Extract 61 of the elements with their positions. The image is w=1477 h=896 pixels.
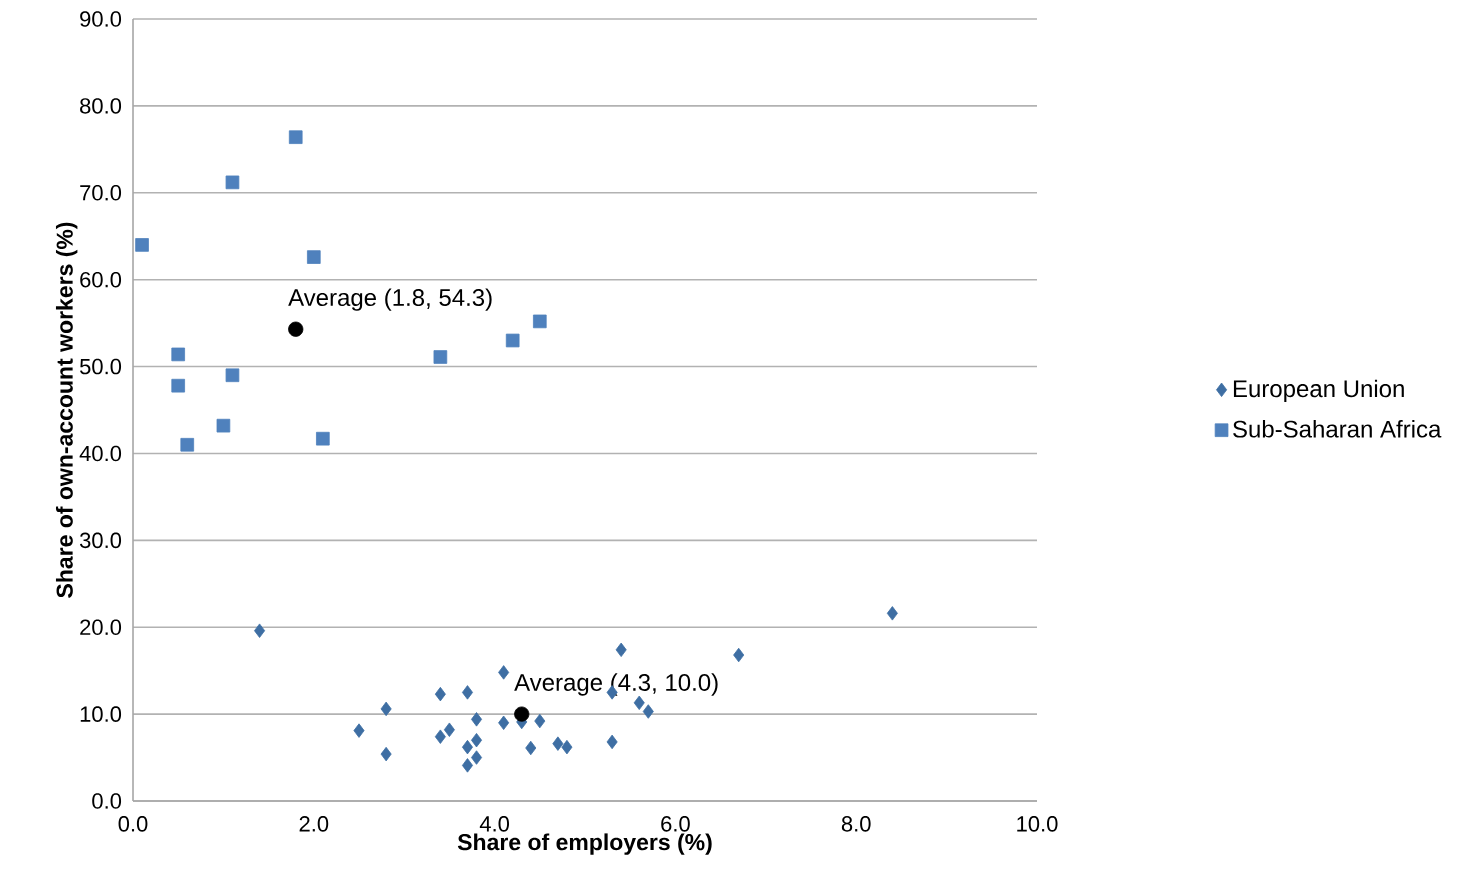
point <box>606 734 618 750</box>
point <box>171 378 186 393</box>
y-tick-label: 80.0 <box>80 98 122 114</box>
x-tick-label: 2.0 <box>299 816 329 832</box>
y-tick-label: 50.0 <box>80 358 122 375</box>
point <box>225 368 240 383</box>
y-tick-label: 10.0 <box>80 706 122 722</box>
point <box>380 701 392 717</box>
point <box>498 715 510 730</box>
y-tick-label: 40.0 <box>79 445 122 462</box>
annotation: Average (1.8, 54.3) <box>288 288 492 311</box>
x-tick-label: 4.0 <box>479 816 510 832</box>
point <box>288 130 303 144</box>
point <box>886 606 898 621</box>
point <box>316 431 330 446</box>
point <box>561 739 573 755</box>
point <box>353 723 365 738</box>
y-tick-label: 90.0 <box>80 11 122 27</box>
x-tick-label: 0.0 <box>118 816 148 832</box>
point <box>471 750 483 765</box>
x-tick-label: 6.0 <box>661 816 690 832</box>
y-tick-label: 20.0 <box>80 619 122 636</box>
point <box>461 758 473 773</box>
y-tick-label: 30.0 <box>79 532 122 549</box>
point <box>288 321 304 337</box>
x-tick-label: 10.0 <box>1017 816 1058 832</box>
point <box>171 347 186 362</box>
legend-label: European Union <box>1233 379 1404 402</box>
point <box>216 418 231 433</box>
point <box>615 642 627 658</box>
point <box>434 729 446 744</box>
point <box>254 623 266 638</box>
point <box>443 722 455 737</box>
point <box>505 333 520 348</box>
point <box>434 686 446 702</box>
point <box>433 350 448 364</box>
point <box>525 740 537 756</box>
legend-label: Sub-Saharan Africa <box>1233 420 1442 438</box>
point <box>461 685 473 700</box>
point <box>534 713 546 729</box>
y-tick-label: 0.0 <box>92 793 122 809</box>
point <box>642 704 654 719</box>
point <box>552 736 564 751</box>
y-axis-title: Share of own-account workers (%) <box>55 222 78 598</box>
point <box>633 695 645 711</box>
point <box>135 238 149 252</box>
y-tick-label: 70.0 <box>80 185 122 201</box>
point <box>307 250 321 264</box>
point <box>733 647 745 663</box>
x-axis-title: Share of employers (%) <box>457 833 712 855</box>
x-tick-label: 8.0 <box>841 816 871 832</box>
point <box>471 712 483 727</box>
point <box>471 732 483 748</box>
point <box>461 739 473 755</box>
point <box>498 665 510 680</box>
y-tick-label: 60.0 <box>80 271 122 288</box>
point <box>225 175 240 190</box>
point <box>533 314 547 329</box>
point <box>514 706 530 722</box>
point <box>380 746 392 762</box>
point <box>180 437 195 452</box>
